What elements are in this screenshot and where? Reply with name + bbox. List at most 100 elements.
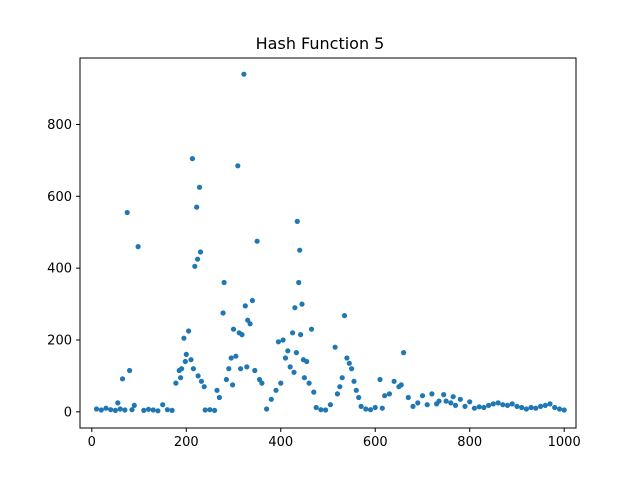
scatter-point-139 xyxy=(495,400,501,406)
scatter-point-77 xyxy=(339,375,345,381)
scatter-point-34 xyxy=(249,297,255,304)
scatter-point-67 xyxy=(306,380,312,386)
scatter-point-107 xyxy=(141,407,147,413)
scatter-point-102 xyxy=(108,407,114,413)
scatter-point-148 xyxy=(538,403,544,409)
x-tick-label: 0 xyxy=(88,435,96,450)
x-axis: 0 200 400 600 800 1000 xyxy=(88,428,581,450)
scatter-point-112 xyxy=(164,407,170,413)
scatter-point-131 xyxy=(448,400,454,406)
scatter-point-40 xyxy=(238,366,244,372)
scatter-point-84 xyxy=(391,378,397,384)
scatter-point-106 xyxy=(129,407,135,413)
scatter-point-57 xyxy=(280,337,286,343)
scatter-point-56 xyxy=(275,339,281,345)
scatter-point-79 xyxy=(337,384,343,390)
scatter-point-101 xyxy=(103,405,109,411)
y-tick-label: 200 xyxy=(47,333,72,348)
scatter-point-13 xyxy=(179,366,185,372)
scatter-point-27 xyxy=(254,238,260,244)
scatter-point-110 xyxy=(155,408,161,414)
scatter-point-1 xyxy=(135,244,141,250)
y-axis: 0 200 400 600 800 xyxy=(47,118,80,420)
scatter-point-49 xyxy=(294,218,300,224)
scatter-point-137 xyxy=(486,402,492,408)
scatter-point-69 xyxy=(273,387,279,393)
scatter-point-25 xyxy=(235,163,241,169)
scatter-point-130 xyxy=(443,398,449,404)
scatter-point-116 xyxy=(212,407,218,413)
scatter-point-23 xyxy=(198,378,204,384)
data-points xyxy=(93,71,567,414)
scatter-point-145 xyxy=(523,406,530,412)
scatter-point-141 xyxy=(504,402,511,408)
scatter-point-149 xyxy=(542,402,548,408)
scatter-point-19 xyxy=(178,375,184,381)
scatter-point-32 xyxy=(242,303,248,309)
scatter-point-88 xyxy=(405,394,411,401)
scatter-point-95 xyxy=(415,400,421,406)
scatter-point-124 xyxy=(367,407,374,413)
scatter-point-20 xyxy=(182,358,188,365)
scatter-point-136 xyxy=(481,404,487,411)
scatter-point-81 xyxy=(334,391,340,397)
scatter-point-138 xyxy=(490,401,496,407)
scatter-point-24 xyxy=(201,384,207,390)
y-tick-label: 800 xyxy=(47,118,72,133)
scatter-point-119 xyxy=(318,407,324,413)
scatter-point-68 xyxy=(278,380,284,386)
scatter-point-70 xyxy=(311,389,317,395)
scatter-point-150 xyxy=(547,401,553,407)
scatter-point-103 xyxy=(112,407,118,413)
scatter-point-151 xyxy=(552,404,558,411)
scatter-point-89 xyxy=(377,376,383,383)
scatter-point-28 xyxy=(221,279,227,286)
scatter-point-80 xyxy=(353,387,359,393)
scatter-point-115 xyxy=(207,407,213,413)
scatter-point-58 xyxy=(285,348,291,354)
scatter-point-38 xyxy=(247,321,253,327)
scatter-point-10 xyxy=(192,263,198,269)
x-tick-label: 800 xyxy=(457,435,482,450)
scatter-point-71 xyxy=(268,396,274,402)
scatter-point-8 xyxy=(196,184,203,190)
scatter-point-147 xyxy=(533,405,539,411)
scatter-point-108 xyxy=(145,406,152,412)
scatter-point-117 xyxy=(264,406,270,412)
scatter-point-26 xyxy=(241,71,247,77)
scatter-point-53 xyxy=(292,305,298,311)
scatter-point-129 xyxy=(434,401,440,407)
x-tick-label: 200 xyxy=(174,435,199,450)
scatter-point-62 xyxy=(304,358,310,365)
scatter-point-0 xyxy=(124,209,130,216)
scatter-point-75 xyxy=(346,360,352,366)
scatter-point-11 xyxy=(195,256,201,262)
scatter-point-42 xyxy=(214,387,220,393)
scatter-point-132 xyxy=(452,402,459,408)
scatter-point-87 xyxy=(386,391,392,397)
x-tick-label: 400 xyxy=(268,435,293,450)
y-tick-label: 600 xyxy=(47,190,72,205)
scatter-point-46 xyxy=(244,364,250,370)
scatter-point-7 xyxy=(194,204,200,210)
scatter-point-113 xyxy=(169,407,175,413)
scatter-point-104 xyxy=(117,406,123,412)
scatter-point-114 xyxy=(202,407,208,413)
scatter-point-128 xyxy=(424,402,430,408)
scatter-point-65 xyxy=(291,369,297,375)
scatter-point-72 xyxy=(341,313,348,319)
scatter-point-17 xyxy=(188,357,194,363)
scatter-point-82 xyxy=(356,394,362,401)
scatter-point-120 xyxy=(323,407,329,413)
scatter-point-66 xyxy=(301,375,307,381)
scatter-point-142 xyxy=(509,401,515,407)
scatter-point-144 xyxy=(519,404,525,411)
scatter-point-123 xyxy=(363,406,369,412)
scatter-point-126 xyxy=(379,405,385,411)
scatter-point-98 xyxy=(467,399,473,405)
scatter-point-109 xyxy=(150,407,156,413)
scatter-point-9 xyxy=(197,249,204,255)
scatter-point-37 xyxy=(236,330,242,336)
scatter-point-140 xyxy=(500,402,506,408)
